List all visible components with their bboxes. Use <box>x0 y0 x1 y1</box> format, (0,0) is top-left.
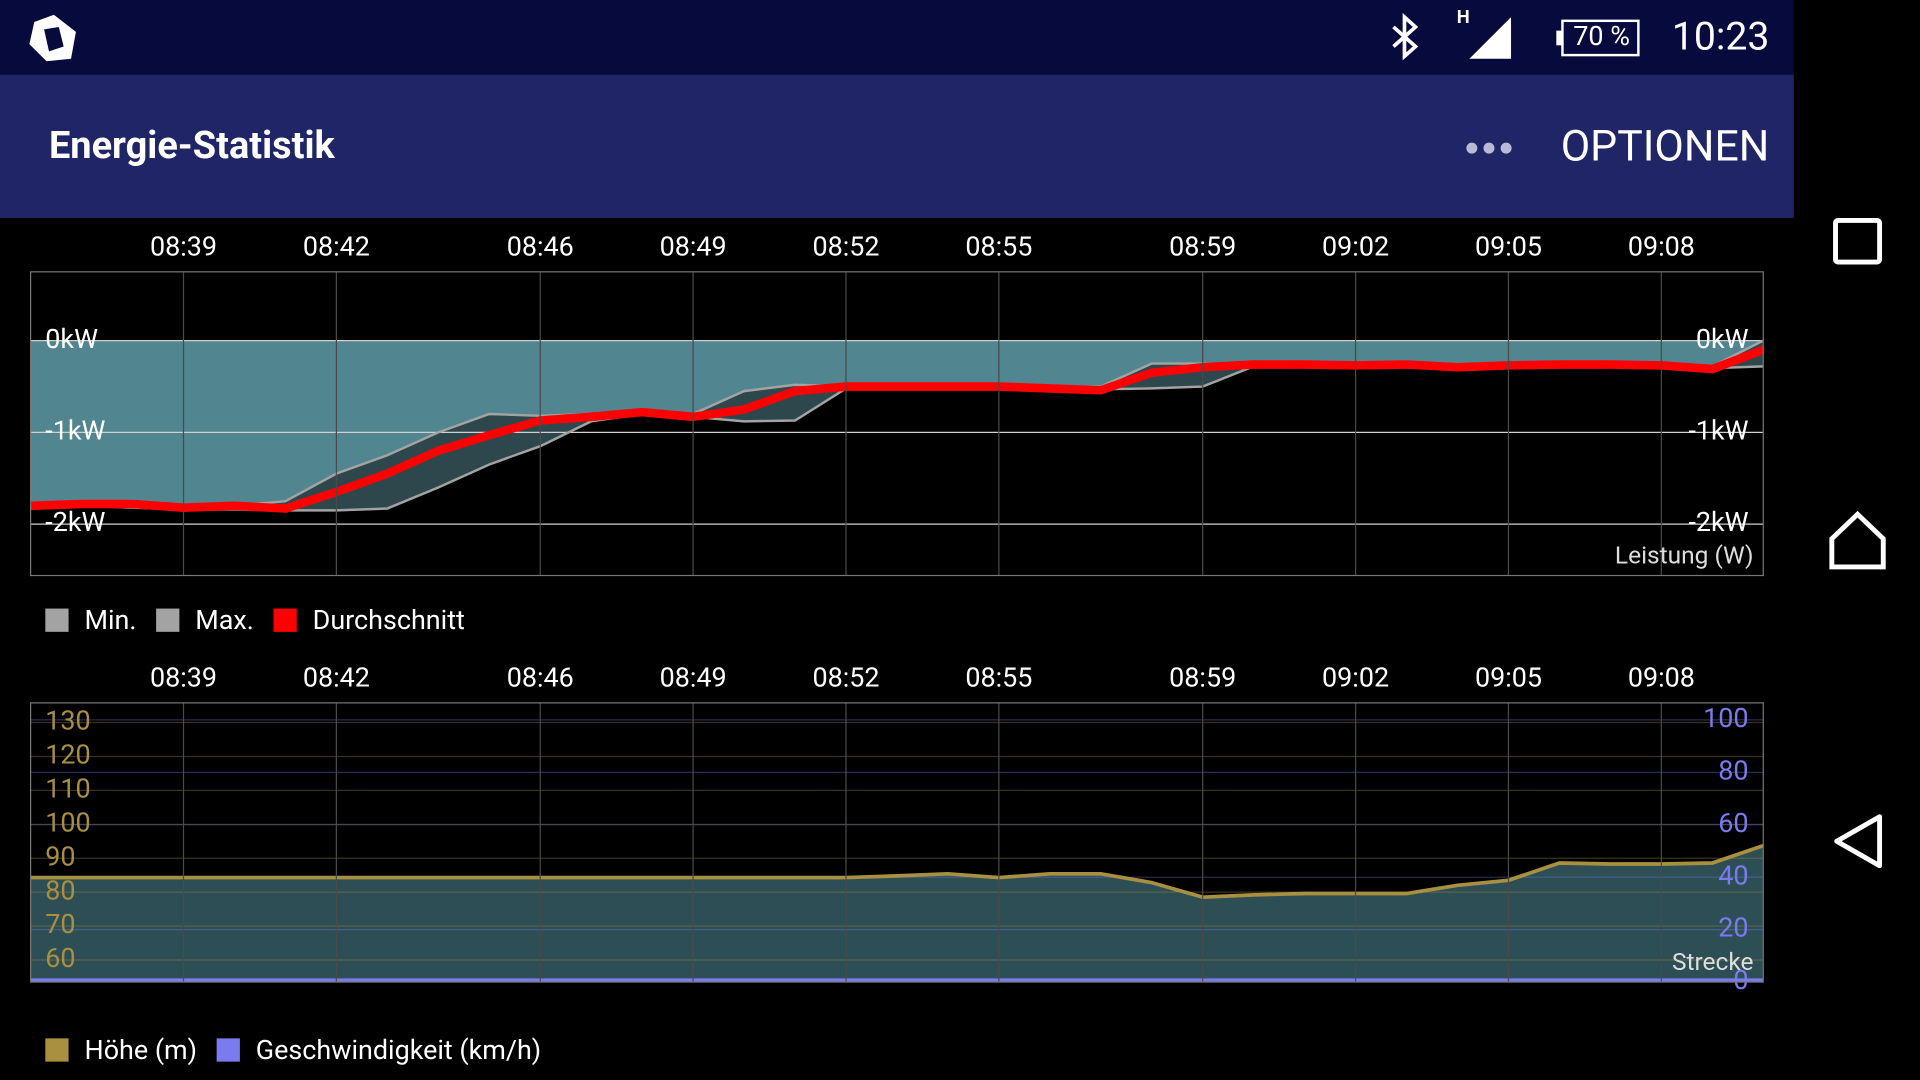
plot-area <box>30 339 1764 525</box>
y-tick-label: 70 <box>45 908 75 940</box>
area-fill <box>30 845 1764 983</box>
y-tick-label: 100 <box>45 806 90 838</box>
legend-label: Durchschnitt <box>313 604 465 636</box>
y-tick-label-right: -1kW <box>1688 414 1748 446</box>
chart: 08:39 08:42 08:46 08:49 08:52 08:55 08:59 09:02… <box>30 662 1764 1066</box>
range-band <box>30 340 1764 511</box>
x-tick-label: 09:08 <box>1628 231 1695 263</box>
status-bar <box>0 0 1794 75</box>
x-tick-label: 08:46 <box>507 662 574 694</box>
average-line <box>30 345 1764 513</box>
x-tick-label: 09:02 <box>1322 231 1389 263</box>
y-tick-label: 90 <box>45 840 75 872</box>
plot-area <box>30 719 1764 983</box>
chart: 08:39 08:42 08:46 08:49 08:52 08:55 08:59 09:02… <box>30 231 1764 636</box>
legend-swatch <box>45 1038 69 1062</box>
x-tick-label: 08:52 <box>812 231 879 263</box>
battery-icon <box>1556 19 1640 57</box>
x-tick-label: 09:05 <box>1475 662 1542 694</box>
y-tick-label: 80 <box>45 874 75 906</box>
y2-tick-label: 20 <box>1718 912 1748 944</box>
legend-swatch <box>216 1038 240 1062</box>
x-tick-label: 08:52 <box>812 662 879 694</box>
legend-label: Höhe (m) <box>84 1034 197 1066</box>
legend-label: Max. <box>195 604 254 636</box>
legend-swatch <box>45 608 69 632</box>
bluetooth-icon <box>1392 13 1419 61</box>
plot-frame <box>30 702 1764 983</box>
clock: 10:23 <box>1672 14 1770 60</box>
axis-label: Leistung (W) <box>1615 541 1754 570</box>
network-type: H <box>1457 7 1470 28</box>
y2-tick-label: 60 <box>1718 807 1748 839</box>
x-tick-label: 08:59 <box>1169 662 1236 694</box>
battery-level: 70 % <box>1573 20 1630 52</box>
y2-tick-label: 80 <box>1718 754 1748 786</box>
y-tick-label: 120 <box>45 739 90 771</box>
y-tick-label-right: 0kW <box>1696 323 1749 355</box>
x-tick-label: 09:05 <box>1475 231 1542 263</box>
options-button[interactable]: OPTIONEN <box>1561 122 1770 172</box>
x-tick-label: 08:42 <box>303 662 370 694</box>
overflow-dots[interactable] <box>1466 142 1512 154</box>
x-tick-label: 08:49 <box>660 231 727 263</box>
app-icon <box>29 14 76 62</box>
legend-label: Geschwindigkeit (km/h) <box>256 1034 541 1066</box>
y-tick-label: -2kW <box>45 506 105 538</box>
legend-swatch <box>273 608 297 632</box>
app-bar <box>0 74 1794 218</box>
x-tick-label: 09:02 <box>1322 662 1389 694</box>
line <box>30 843 1764 900</box>
area-fill <box>30 340 1764 506</box>
x-tick-label: 09:08 <box>1628 662 1695 694</box>
charts: 08:39 08:42 08:46 08:49 08:52 08:55 08:59 09:02… <box>30 231 1764 1066</box>
x-tick-label: 08:49 <box>660 662 727 694</box>
plot-frame <box>30 271 1764 577</box>
y-tick-label: 110 <box>45 772 90 804</box>
x-tick-label: 08:46 <box>507 231 574 263</box>
y2-tick-label: 0 <box>1733 964 1748 996</box>
y-tick-label: 60 <box>45 942 75 974</box>
nav-bar <box>1793 0 1920 1080</box>
x-tick-label: 08:42 <box>303 231 370 263</box>
x-tick-label: 08:55 <box>965 231 1032 263</box>
recents-button[interactable] <box>1833 217 1883 265</box>
home-button[interactable] <box>1829 510 1886 570</box>
signal-icon <box>1469 17 1512 59</box>
y2-tick-label: 40 <box>1718 859 1748 891</box>
x-tick-label: 08:55 <box>965 662 1032 694</box>
legend-swatch <box>156 608 180 632</box>
x-tick-label: 08:59 <box>1169 231 1236 263</box>
y-tick-label: -1kW <box>45 414 105 446</box>
y-tick-label: 0kW <box>45 323 98 355</box>
app-title: Energie-Statistik <box>49 124 336 168</box>
x-tick-label: 08:39 <box>150 231 217 263</box>
y2-tick-label: 100 <box>1703 702 1748 734</box>
y-tick-label: 130 <box>45 705 90 737</box>
x-tick-label: 08:39 <box>150 662 217 694</box>
y-tick-label-right: -2kW <box>1688 506 1748 538</box>
axis-label: Strecke <box>1672 947 1754 976</box>
legend-label: Min. <box>84 604 136 636</box>
back-button[interactable] <box>1834 814 1883 869</box>
